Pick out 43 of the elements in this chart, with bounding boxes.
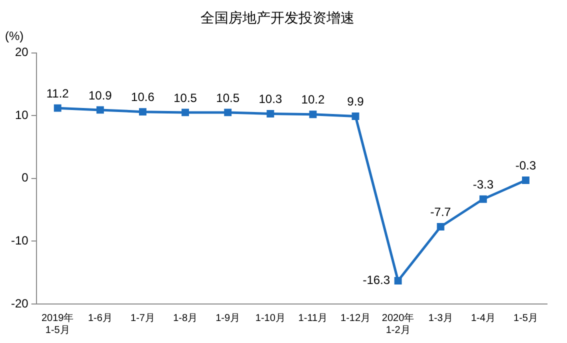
data-label: 10.9 <box>88 88 112 102</box>
point <box>182 108 190 116</box>
point <box>139 108 146 116</box>
x-tick-label: 1-8月 <box>173 312 198 324</box>
y-tick-label: 10 <box>14 108 29 122</box>
point <box>394 277 402 284</box>
point <box>352 112 360 120</box>
data-label: 10.5 <box>216 90 240 105</box>
data-label: -3.3 <box>472 177 494 192</box>
x-tick-label: 1-12月 <box>340 312 371 324</box>
point <box>266 110 274 118</box>
x-tick-label: 1-5月 <box>513 312 538 324</box>
y-axis-title: (%) <box>5 29 24 44</box>
y-tick-label: 0 <box>22 170 29 185</box>
x-tick-label: 1-11月 <box>298 312 328 324</box>
y-tick-label: 20 <box>14 45 29 60</box>
data-label: -7.7 <box>430 205 452 220</box>
x-tick-label: 1-4月 <box>470 312 496 324</box>
data-label: 10.6 <box>131 90 155 104</box>
data-label: -0.3 <box>515 158 536 173</box>
point <box>224 108 232 116</box>
x-tick-label: 1-7月 <box>130 312 155 324</box>
point <box>96 106 104 114</box>
point <box>479 195 487 203</box>
y-tick-label: -20 <box>11 296 29 310</box>
point <box>522 176 530 184</box>
data-label: 10.3 <box>258 92 282 106</box>
data-label: 11.2 <box>46 86 70 100</box>
data-label: 10.5 <box>174 90 198 105</box>
x-tick-label: 2020年 1-2月 <box>382 312 414 336</box>
y-tick-label: -10 <box>11 234 29 248</box>
x-tick-label: 1-9月 <box>216 312 240 324</box>
x-tick-label: 1-3月 <box>428 312 453 324</box>
point <box>54 104 62 112</box>
chart-title: 全国房地产开发投资增速 <box>200 9 354 26</box>
data-label: 9.9 <box>347 94 364 109</box>
point <box>309 110 317 118</box>
x-tick-label: 2019年 1-5月 <box>41 312 74 336</box>
data-label: 10.2 <box>301 92 325 107</box>
x-tick-label: 1-10月 <box>255 312 286 324</box>
data-label: -16.3 <box>362 273 390 288</box>
point <box>436 223 444 230</box>
x-tick-label: 1-6月 <box>88 312 112 324</box>
